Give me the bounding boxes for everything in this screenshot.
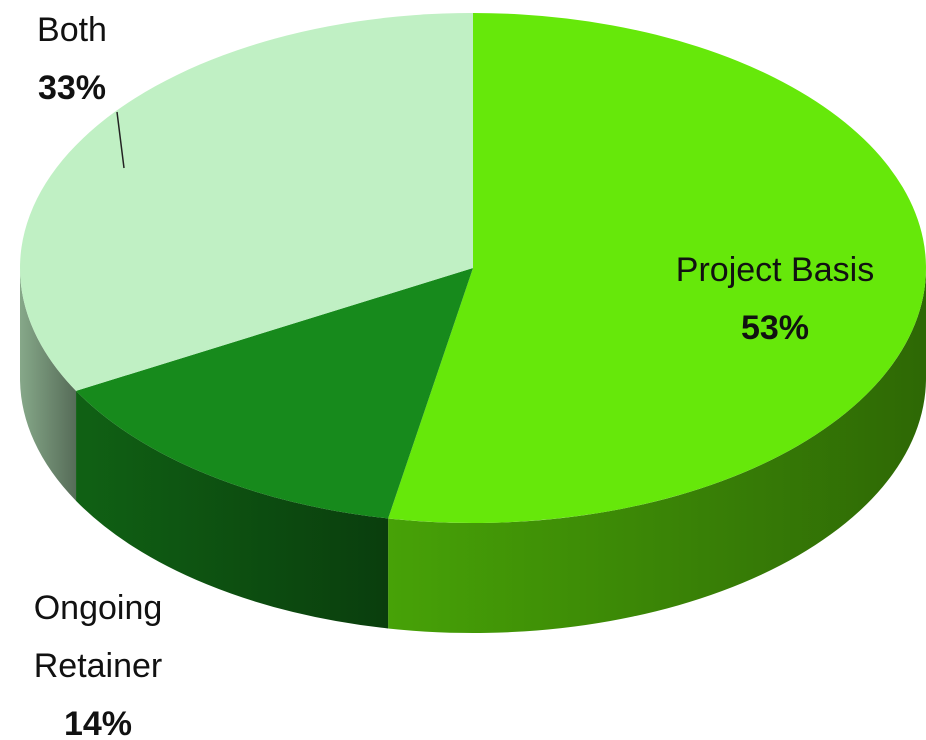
- category-label: Project Basis: [675, 251, 875, 289]
- slice: [388, 13, 926, 523]
- slice-side: [76, 390, 389, 629]
- slice-label: Ongoing Retainer 14%: [0, 579, 196, 740]
- category-label: Ongoing Retainer: [33, 589, 163, 685]
- value-label: 33%: [37, 69, 107, 107]
- leader-line: [116, 111, 125, 169]
- slice-side: [388, 268, 926, 633]
- value-label: 53%: [740, 309, 810, 347]
- value-label: 14%: [63, 705, 133, 740]
- category-label: Both: [37, 11, 107, 49]
- slice: [20, 13, 473, 391]
- slice-side: [20, 268, 77, 501]
- slice-label: Project Basis 53%: [620, 241, 926, 357]
- slice-label: Both 33%: [0, 1, 144, 117]
- slice: [76, 268, 473, 519]
